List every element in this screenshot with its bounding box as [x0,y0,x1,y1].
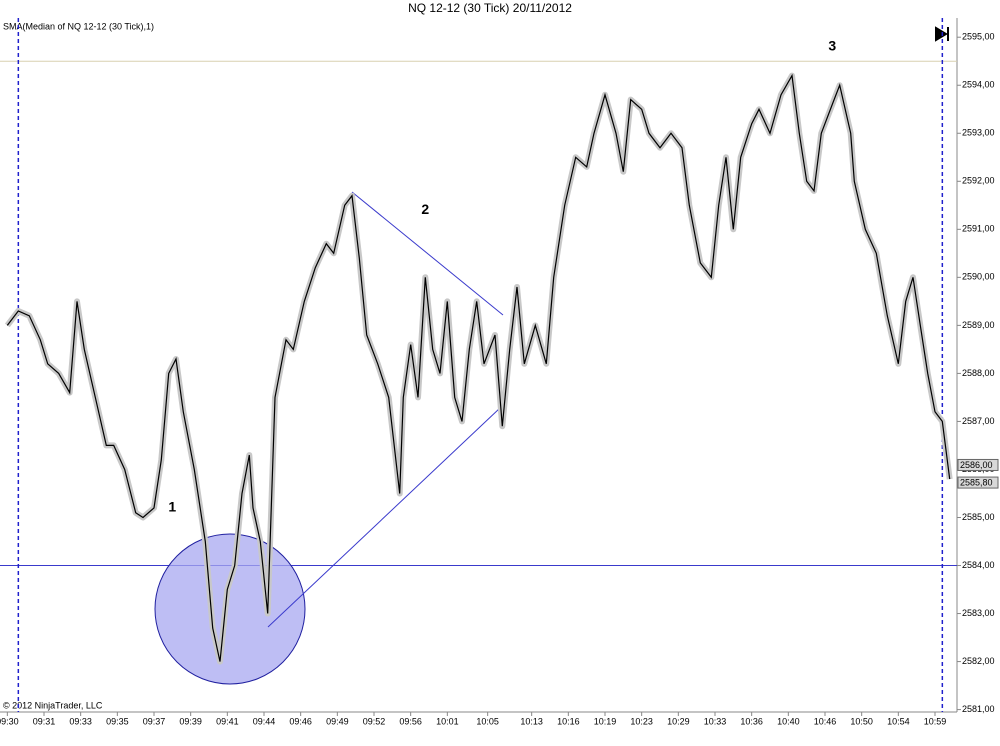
price-marker-label: 2585,80 [960,477,993,487]
annotation: 2 [421,201,429,217]
y-tick-label: 2594,00 [962,80,995,90]
y-tick-label: 2591,00 [962,224,995,234]
indicator-label: SMA(Median of NQ 12-12 (30 Tick),1) [3,21,154,31]
y-tick-label: 2581,00 [962,704,995,714]
y-tick-label: 2592,00 [962,176,995,186]
x-tick-label: 09:49 [326,716,349,726]
x-tick-label: 10:50 [850,716,873,726]
x-tick-label: 09:46 [289,716,312,726]
x-tick-label: 09:56 [399,716,422,726]
circle-drawing [154,533,306,685]
y-tick-label: 2583,00 [962,608,995,618]
x-tick-label: 10:36 [740,716,763,726]
price-marker-label: 2586,00 [960,460,993,470]
x-tick-label: 10:40 [777,716,800,726]
trend-line [351,191,504,316]
y-tick-label: 2595,00 [962,32,995,42]
copyright: © 2012 NinjaTrader, LLC [3,700,103,710]
chart-title: NQ 12-12 (30 Tick) 20/11/2012 [408,1,572,15]
x-tick-label: 10:46 [814,716,837,726]
x-tick-label: 10:59 [924,716,947,726]
x-tick-label: 09:31 [33,716,56,726]
y-tick-label: 2589,00 [962,320,995,330]
y-tick-label: 2587,00 [962,416,995,426]
x-tick-label: 10:16 [557,716,580,726]
x-tick-label: 09:30 [0,716,19,726]
y-tick-label: 2584,00 [962,560,995,570]
x-tick-label: 10:33 [704,716,727,726]
x-tick-label: 10:54 [887,716,910,726]
y-tick-label: 2590,00 [962,272,995,282]
price-marker [957,476,999,489]
x-tick-label: 10:23 [630,716,653,726]
x-tick-label: 10:19 [594,716,617,726]
x-tick-label: 09:39 [179,716,202,726]
annotation: 1 [168,499,176,515]
x-tick-label: 09:33 [69,716,92,726]
y-tick-label: 2582,00 [962,656,995,666]
x-tick-label: 10:01 [436,716,459,726]
x-tick-label: 10:13 [520,716,543,726]
x-tick-label: 09:44 [253,716,276,726]
y-tick-label: 2588,00 [962,368,995,378]
trend-line [267,407,501,628]
price-marker [957,458,999,471]
x-tick-label: 09:37 [143,716,166,726]
x-tick-label: 10:05 [476,716,499,726]
price-line [6,73,951,662]
y-tick-label: 2585,00 [962,512,995,522]
x-tick-label: 09:52 [363,716,386,726]
x-tick-label: 09:41 [216,716,239,726]
y-tick-label: 2593,00 [962,128,995,138]
x-tick-label: 10:29 [667,716,690,726]
annotation: 3 [828,38,836,54]
x-tick-label: 09:35 [106,716,129,726]
